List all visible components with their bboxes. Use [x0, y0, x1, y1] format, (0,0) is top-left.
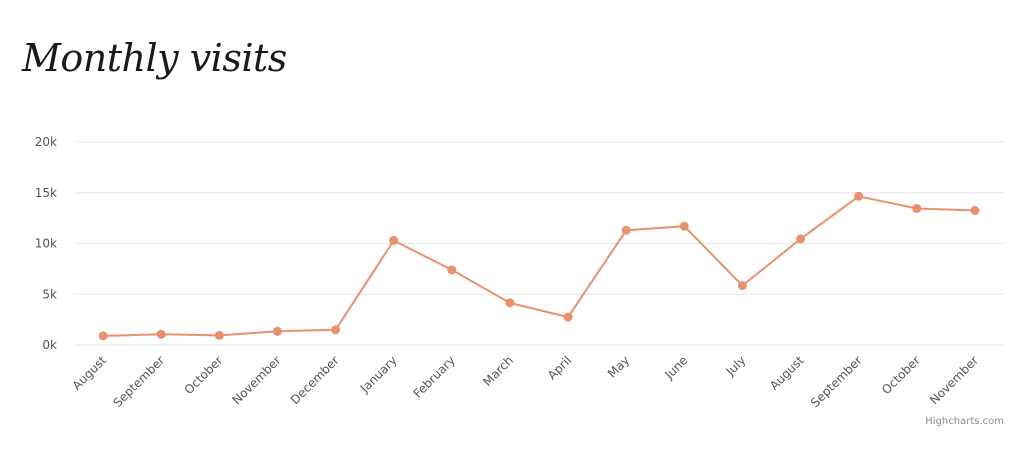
series-line — [102, 195, 976, 337]
data-point[interactable] — [737, 281, 747, 291]
y-tick-label: 15k — [35, 186, 57, 200]
data-point[interactable] — [98, 331, 108, 341]
data-point[interactable] — [214, 330, 224, 340]
grid-lines — [74, 141, 1004, 346]
x-tick-label: November — [230, 353, 284, 407]
y-tick-label: 20k — [35, 135, 57, 149]
x-tick-label: September — [111, 353, 168, 410]
y-tick-label: 0k — [42, 338, 57, 352]
x-tick-label: January — [357, 353, 400, 396]
x-tick-label: October — [879, 353, 923, 397]
data-point[interactable] — [796, 234, 806, 244]
x-axis-labels: August September October November December Ja… — [70, 353, 982, 410]
x-tick-label: May — [605, 353, 632, 380]
x-tick-label: March — [480, 353, 516, 389]
x-tick-label: August — [767, 353, 807, 393]
x-tick-label: December — [288, 353, 342, 407]
data-point[interactable] — [389, 235, 399, 245]
chart-title: Monthly visits — [22, 36, 287, 80]
x-tick-label: February — [410, 353, 458, 401]
data-point[interactable] — [447, 265, 457, 275]
x-tick-label: September — [808, 353, 865, 410]
data-point[interactable] — [621, 225, 631, 235]
x-tick-label: July — [723, 353, 749, 379]
y-tick-label: 10k — [35, 237, 57, 251]
data-point[interactable] — [331, 325, 341, 335]
x-tick-label: November — [927, 353, 981, 407]
y-axis-labels: 0k 5k 10k 15k 20k — [35, 135, 57, 352]
data-point[interactable] — [679, 221, 689, 231]
data-point[interactable] — [912, 203, 922, 213]
data-point[interactable] — [272, 326, 282, 336]
y-tick-label: 5k — [42, 287, 57, 301]
data-point[interactable] — [854, 191, 864, 201]
x-tick-label: April — [545, 353, 574, 382]
credits-link[interactable]: Highcharts.com — [925, 416, 1004, 427]
data-point[interactable] — [970, 206, 980, 216]
data-point[interactable] — [156, 329, 166, 339]
data-point[interactable] — [563, 312, 573, 322]
x-tick-label: October — [182, 353, 226, 397]
x-tick-label: June — [661, 353, 690, 382]
x-tick-label: August — [70, 353, 110, 393]
plot-area — [98, 191, 980, 341]
data-point[interactable] — [505, 298, 515, 308]
